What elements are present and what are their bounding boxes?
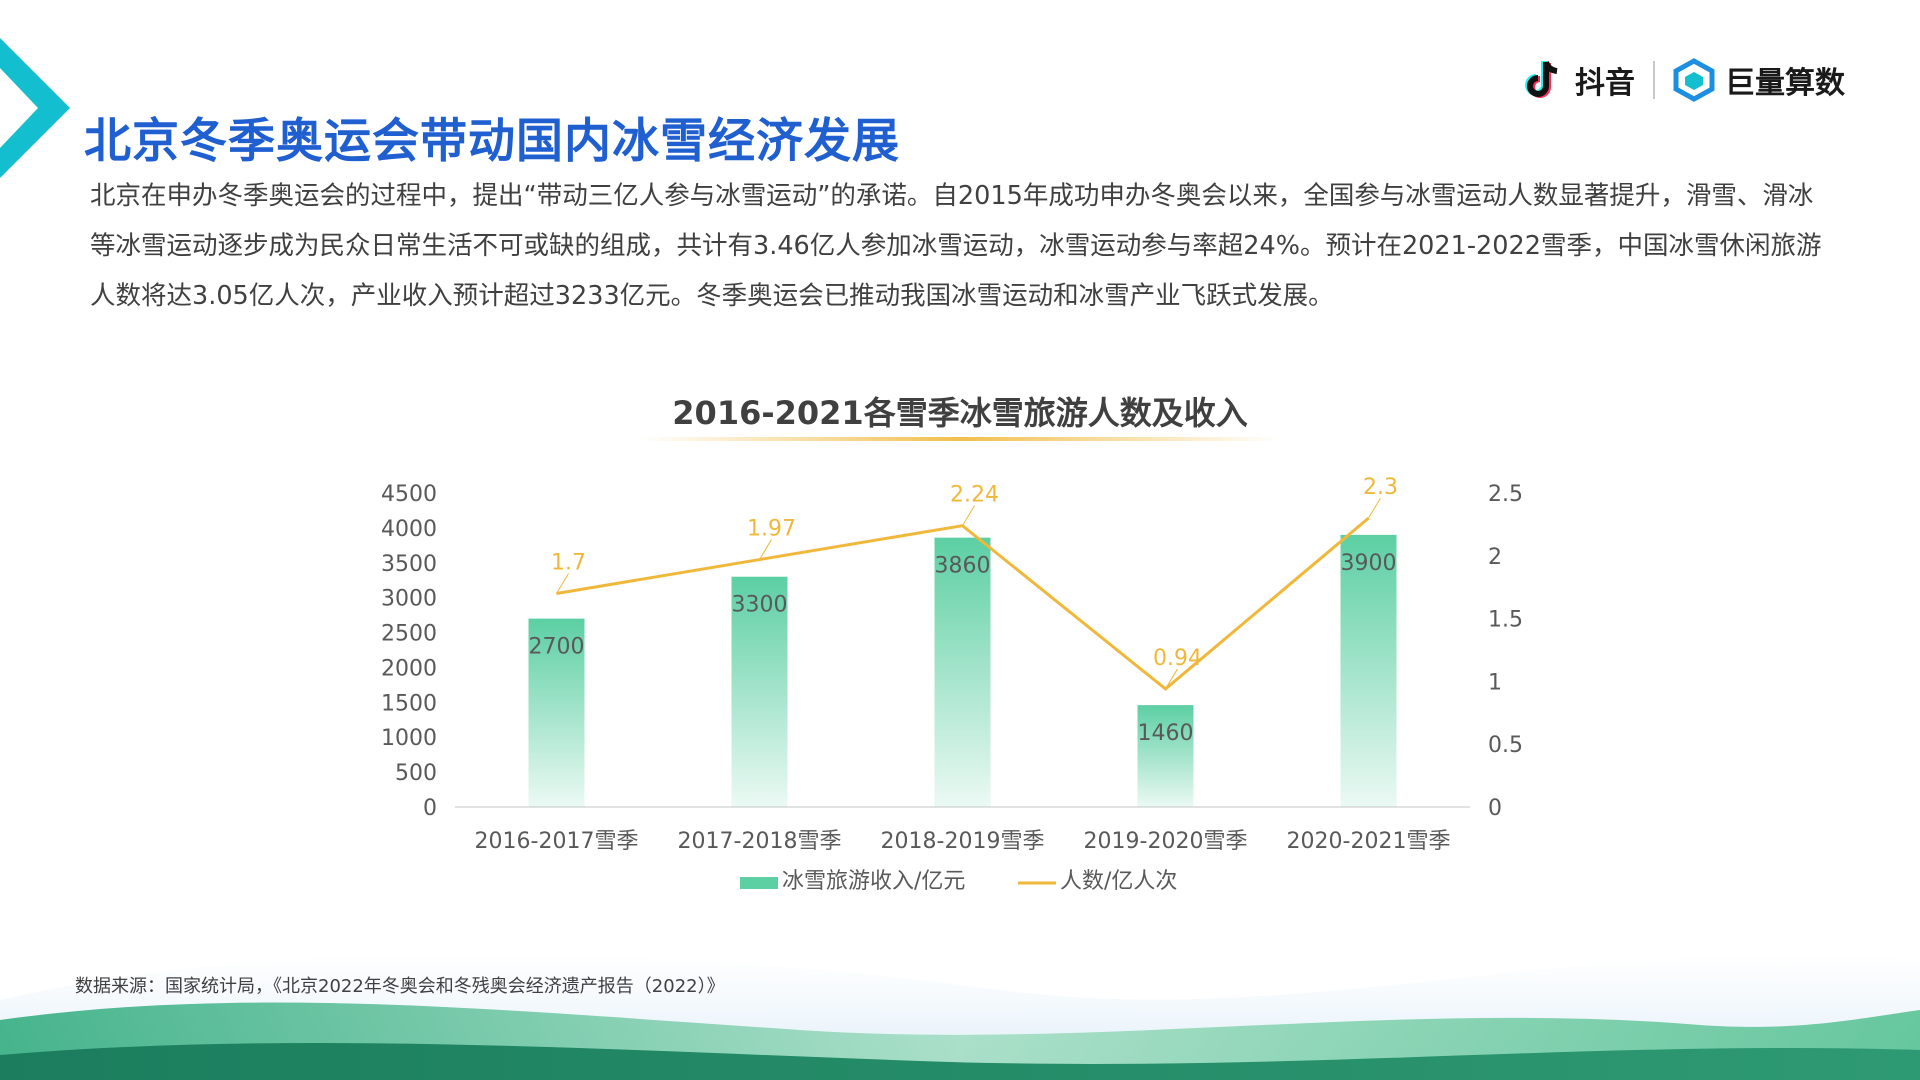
right-axis-tick-label: 1.5	[1488, 608, 1523, 633]
brand-divider	[1653, 61, 1655, 99]
bar	[528, 618, 585, 807]
right-axis-tick-label: 2.5	[1488, 482, 1523, 507]
line-label-leader	[759, 539, 772, 560]
chart-legend: 冰雪旅游收入/亿元 人数/亿人次	[740, 869, 1177, 894]
bar-data-label: 3860	[935, 554, 991, 579]
left-axis-tick-label: 2500	[381, 622, 437, 647]
landscape-decoration	[0, 953, 1920, 1080]
left-axis-tick-label: 1000	[381, 726, 437, 751]
right-axis-tick-label: 1	[1488, 670, 1502, 695]
left-axis: 0 500 1000 1500 2000 2500 3000 3500 4000 4500	[381, 482, 437, 821]
bar	[1340, 534, 1397, 807]
line-label-leader	[1165, 668, 1178, 690]
x-axis-tick-label: 2020-2021雪季	[1287, 829, 1451, 854]
line-label-leader	[556, 573, 569, 594]
bar	[1137, 705, 1194, 807]
bar-series: 2700 3300 3860 1460 3900	[528, 534, 1397, 807]
brand-bar: 抖音 巨量算数	[1523, 58, 1845, 102]
left-axis-tick-label: 4500	[381, 482, 437, 507]
juliang-suanshu-logo-icon	[1673, 58, 1715, 102]
line-data-label: 0.94	[1153, 646, 1202, 671]
legend-label-bars: 冰雪旅游收入/亿元	[782, 869, 965, 894]
bar-data-label: 1460	[1138, 721, 1194, 746]
line-path	[556, 516, 1370, 691]
teal-arrow-decoration	[0, 38, 70, 178]
left-axis-tick-label: 0	[423, 796, 437, 821]
right-axis: 0 0.5 1 1.5 2 2.5	[1488, 482, 1523, 821]
line-data-label: 1.97	[747, 517, 796, 542]
bar	[934, 537, 991, 807]
line-data-label: 2.3	[1363, 475, 1398, 500]
legend-swatch-bars	[740, 877, 778, 889]
x-axis-tick-label: 2018-2019雪季	[881, 829, 1045, 854]
bar-data-label: 2700	[529, 635, 585, 660]
data-source-note: 数据来源：国家统计局，《北京2022年冬奥会和冬残奥会经济遗产报告（2022）》	[75, 976, 725, 997]
chart-area: 0 500 1000 1500 2000 2500 3000 3500 4000 4500 0 0.…	[381, 475, 1523, 894]
brand-juliang-label: 巨量算数	[1725, 66, 1845, 101]
bar	[731, 576, 788, 807]
line-data-label: 1.7	[551, 550, 586, 575]
page-title: 北京冬季奥运会带动国内冰雪经济发展	[84, 114, 900, 169]
x-axis-tick-label: 2019-2020雪季	[1084, 829, 1248, 854]
brand-juliang: 巨量算数	[1673, 58, 1845, 102]
line-label-leader	[1368, 497, 1381, 519]
left-axis-tick-label: 3500	[381, 552, 437, 577]
legend-label-line: 人数/亿人次	[1060, 869, 1177, 894]
left-axis-tick-label: 3000	[381, 587, 437, 612]
left-axis-tick-label: 500	[395, 761, 437, 786]
chart-title-underline	[640, 437, 1280, 441]
right-axis-tick-label: 2	[1488, 545, 1502, 570]
bar-data-label: 3900	[1341, 551, 1397, 576]
left-axis-tick-label: 2000	[381, 656, 437, 681]
line-label-leader	[962, 505, 975, 526]
x-axis-tick-label: 2016-2017雪季	[475, 829, 639, 854]
right-axis-tick-label: 0	[1488, 796, 1502, 821]
brand-douyin: 抖音	[1523, 58, 1635, 102]
line-data-label: 2.24	[950, 483, 999, 508]
x-axis-tick-label: 2017-2018雪季	[678, 829, 842, 854]
left-axis-tick-label: 1500	[381, 691, 437, 716]
line-series: 1.7 1.97 2.24 0.94 2.3	[551, 475, 1398, 691]
left-axis-tick-label: 4000	[381, 517, 437, 542]
douyin-logo-icon	[1525, 61, 1558, 98]
x-axis-labels: 2016-2017雪季 2017-2018雪季 2018-2019雪季 2019-20…	[475, 829, 1451, 854]
right-axis-tick-label: 0.5	[1488, 733, 1523, 758]
chart-title: 2016-2021各雪季冰雪旅游人数及收入	[672, 394, 1248, 432]
intro-paragraph: 北京在申办冬季奥运会的过程中，提出“带动三亿人参与冰雪运动”的承诺。自2015年…	[90, 181, 1822, 311]
bar-data-label: 3300	[732, 593, 788, 618]
brand-douyin-label: 抖音	[1575, 66, 1635, 101]
